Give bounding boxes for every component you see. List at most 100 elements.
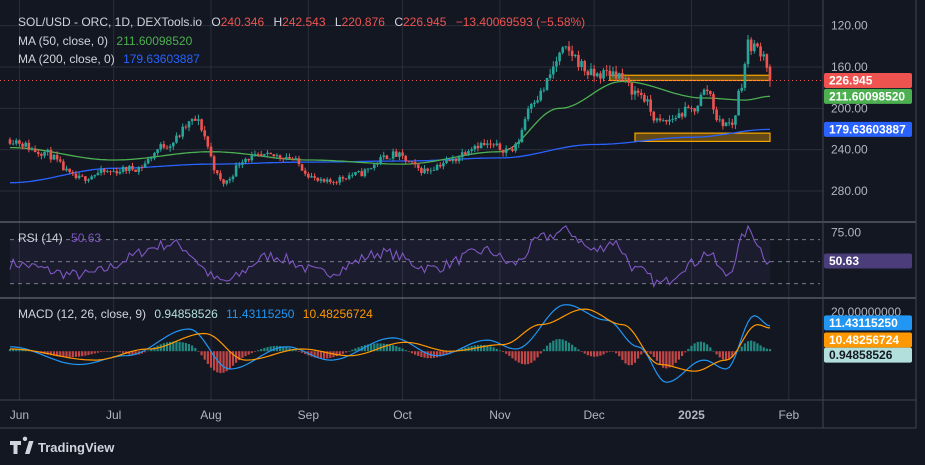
macd-histogram-bar — [250, 351, 253, 354]
macd-histogram-bar — [269, 346, 272, 352]
macd-histogram-bar — [278, 346, 282, 352]
macd-histogram-bar — [272, 346, 275, 352]
macd-histogram-bar — [611, 351, 615, 352]
macd-histogram-bar — [24, 350, 27, 352]
time-tick-label: 2025 — [678, 408, 705, 422]
macd-histogram-bar — [74, 351, 78, 357]
candle-body — [62, 161, 65, 171]
candle-body — [55, 154, 59, 160]
macd-histogram-bar — [263, 347, 266, 352]
macd-histogram-bar — [740, 346, 743, 352]
candle-body — [693, 108, 696, 112]
macd-histogram-bar — [316, 351, 319, 359]
candle-body — [137, 167, 141, 172]
candle-body — [498, 143, 502, 150]
candle-body — [432, 170, 436, 172]
candle-body — [712, 94, 715, 110]
macd-histogram-bar — [505, 351, 508, 354]
candle-body — [162, 144, 166, 148]
legend-rsi-value: 50.63 — [71, 231, 101, 245]
macd-histogram-bar — [395, 346, 398, 352]
candle-body — [486, 143, 489, 145]
macd-histogram-bar — [200, 351, 203, 356]
macd-histogram-bar — [388, 344, 392, 352]
rsi-pane[interactable] — [9, 224, 820, 289]
candle-body — [84, 176, 87, 181]
macd-histogram-bar — [690, 345, 693, 352]
macd-histogram-bar — [762, 347, 765, 352]
candle-body — [338, 177, 342, 183]
macd-histogram-bar — [646, 351, 649, 353]
candle-body — [36, 152, 40, 154]
macd-histogram-bar — [586, 351, 589, 356]
macd-histogram-bar — [605, 351, 608, 353]
macd-histogram-bar — [445, 351, 448, 355]
candle-body — [561, 47, 565, 53]
candle-body — [702, 89, 706, 95]
macd-histogram-bar — [247, 351, 250, 355]
candle-body — [413, 162, 417, 165]
price-axis[interactable]: 280.00 240.00 200.00 160.00 120.00 — [831, 19, 868, 198]
macd-histogram-bar — [184, 343, 187, 352]
macd-histogram-bar — [68, 351, 71, 358]
ma50-badge-text: 211.60098520 — [829, 89, 905, 103]
macd-histogram-bar — [162, 343, 165, 352]
candle-body — [536, 100, 539, 103]
macd-histogram-bar — [385, 343, 388, 352]
macd-histogram-bar — [181, 342, 184, 352]
macd-histogram-bar — [414, 351, 417, 355]
macd-histogram-bar — [495, 348, 498, 352]
macd-histogram-bar — [169, 341, 172, 352]
candle-body — [520, 129, 524, 142]
macd-histogram-bar — [62, 351, 65, 357]
macd-histogram-bar — [589, 351, 593, 357]
candle-body — [426, 168, 429, 171]
candle-body — [219, 173, 222, 180]
macd-pane[interactable] — [8, 304, 772, 383]
macd-histogram-bar — [523, 351, 527, 365]
candle-body — [517, 141, 521, 144]
candle-body — [366, 168, 370, 170]
candle-body — [115, 171, 119, 174]
macd-histogram-bar — [608, 351, 611, 352]
candle-body — [473, 145, 477, 150]
macd-histogram-bar — [65, 351, 68, 358]
macd-histogram-bar — [118, 351, 122, 353]
candle-body — [451, 158, 455, 162]
candle-body — [385, 155, 389, 160]
candle-body — [699, 94, 703, 106]
candle-body — [665, 119, 668, 122]
candle-body — [58, 159, 62, 162]
macd-histogram-bar — [404, 350, 407, 352]
macd-histogram-bar — [508, 351, 511, 356]
macd-histogram-bar — [329, 351, 332, 358]
macd-histogram-bar — [341, 351, 344, 354]
time-axis[interactable]: Jun Jul Aug Sep Oct Nov Dec 2025 Feb — [10, 408, 800, 422]
rsi-axis[interactable]: 75.00 — [831, 226, 861, 240]
candle-body — [545, 78, 549, 90]
tradingview-logo[interactable]: TradingView — [10, 436, 115, 455]
price-pane[interactable] — [0, 34, 823, 187]
candle-body — [407, 160, 411, 162]
macd-histogram-bar — [677, 351, 681, 360]
candle-body — [583, 61, 587, 72]
macd-histogram-bar — [209, 351, 213, 368]
candle-body — [316, 177, 320, 181]
candle-body — [567, 46, 571, 51]
tradingview-brand: TradingView — [38, 440, 115, 455]
candle-body — [178, 135, 181, 137]
macd-histogram-bar — [583, 351, 586, 354]
candle-body — [272, 154, 276, 157]
macd-histogram-bar — [370, 343, 373, 352]
candle-body — [225, 180, 228, 184]
candle-body — [621, 73, 624, 79]
legend-ma50: MA (50, close, 0) 211.60098520 — [18, 34, 193, 48]
candle-body — [112, 171, 115, 172]
macd-histogram-bar — [696, 341, 699, 352]
macd-histogram-bar — [545, 345, 549, 352]
candle-body — [429, 170, 433, 172]
legend-macd-signal-value: 10.48256724 — [303, 307, 373, 321]
macd-histogram-bar — [420, 351, 423, 357]
macd-histogram-bar — [238, 351, 241, 361]
